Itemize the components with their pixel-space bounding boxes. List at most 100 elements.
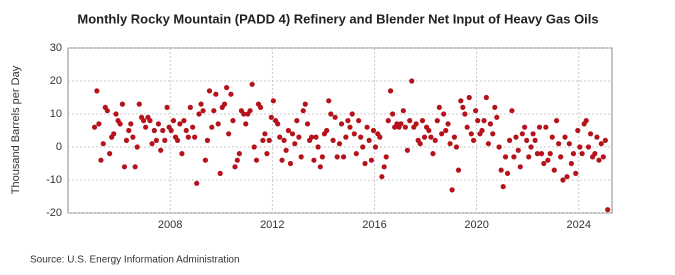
data-point [257, 104, 264, 110]
data-point [285, 127, 292, 134]
data-point [334, 154, 340, 160]
data-point [500, 184, 506, 190]
data-point [283, 147, 289, 153]
source-note: Source: U.S. Energy Information Administ… [30, 255, 240, 266]
data-point [153, 137, 159, 143]
data-point [111, 131, 117, 137]
data-point [370, 127, 377, 134]
data-point [381, 164, 387, 170]
data-point [360, 144, 366, 150]
data-point [545, 157, 551, 163]
data-point [541, 160, 547, 167]
data-point [462, 111, 468, 117]
data-point [417, 141, 423, 147]
data-point [558, 154, 564, 160]
data-point [498, 167, 504, 173]
data-point [304, 121, 311, 127]
data-point [326, 98, 332, 104]
data-point [517, 164, 523, 170]
data-point [213, 91, 219, 97]
data-point [232, 164, 238, 170]
data-point [204, 137, 211, 143]
data-point [347, 124, 353, 130]
data-point [419, 118, 426, 124]
data-point [451, 134, 458, 140]
data-point [224, 85, 230, 91]
data-point [364, 124, 370, 130]
data-point [564, 174, 570, 180]
data-point [553, 118, 560, 124]
data-point [202, 157, 209, 163]
data-point [556, 141, 562, 147]
data-point [123, 137, 130, 143]
data-point [432, 137, 438, 143]
data-point [445, 121, 451, 127]
data-point [577, 144, 583, 150]
data-point [251, 144, 257, 150]
data-point [387, 88, 394, 94]
data-point [96, 121, 102, 127]
x-tick-label: 2024 [567, 219, 591, 231]
data-point [241, 111, 247, 117]
data-point [340, 154, 347, 160]
data-point [190, 124, 196, 130]
data-point [356, 118, 362, 124]
data-point [349, 111, 355, 117]
data-point [319, 154, 325, 160]
data-point [162, 137, 168, 143]
data-point [317, 164, 323, 170]
y-tick-label: 30 [50, 42, 62, 54]
data-point [600, 154, 606, 160]
data-point [181, 118, 187, 124]
data-point [473, 108, 479, 114]
data-point [506, 137, 513, 143]
data-point [492, 104, 498, 110]
data-point [594, 134, 600, 140]
data-point [228, 91, 234, 97]
data-point [136, 101, 142, 107]
data-point [268, 114, 274, 120]
data-point [358, 134, 364, 140]
data-point [206, 88, 213, 94]
data-point [466, 94, 472, 101]
data-point [196, 111, 202, 117]
data-point [404, 147, 411, 153]
data-point [300, 108, 306, 114]
data-point [330, 137, 336, 143]
data-point [262, 131, 268, 137]
data-point [385, 118, 391, 124]
data-point [568, 160, 574, 167]
data-point [468, 131, 474, 137]
data-point [536, 124, 543, 130]
data-point [287, 160, 294, 167]
data-point [579, 151, 585, 157]
data-point [549, 134, 555, 140]
data-point [298, 154, 304, 160]
data-point [226, 131, 232, 137]
data-point [524, 137, 530, 143]
data-point [126, 127, 132, 134]
data-point [279, 157, 285, 163]
data-point [407, 118, 413, 124]
data-point [328, 111, 334, 117]
data-point [194, 180, 200, 186]
data-point [575, 127, 581, 134]
data-point [345, 118, 351, 124]
data-point [504, 170, 511, 176]
data-point [592, 151, 598, 157]
data-point [253, 157, 260, 163]
data-point [132, 164, 138, 170]
data-point [198, 101, 204, 107]
data-point [211, 108, 217, 114]
data-point [528, 144, 534, 150]
data-point [158, 147, 164, 153]
data-point [372, 144, 379, 150]
data-point [443, 127, 449, 134]
data-point [449, 187, 455, 193]
data-point [513, 134, 519, 140]
data-point [292, 141, 298, 147]
data-point [338, 121, 345, 127]
data-point [353, 151, 359, 157]
data-point [187, 104, 193, 110]
y-tick-label: 0 [56, 141, 62, 153]
